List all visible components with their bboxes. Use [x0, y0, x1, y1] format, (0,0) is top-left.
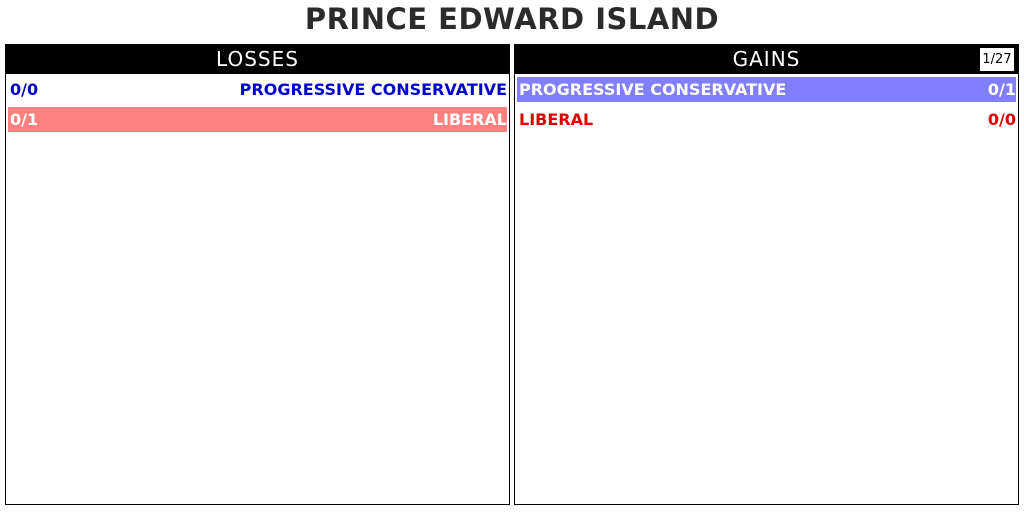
gains-header-label: GAINS [733, 47, 801, 71]
losses-row-party: PROGRESSIVE CONSERVATIVE [240, 77, 507, 102]
page-title: PRINCE EDWARD ISLAND [0, 0, 1024, 40]
losses-row-party: LIBERAL [433, 107, 507, 132]
page-counter: 1/27 [980, 48, 1014, 71]
losses-header: LOSSES [6, 45, 509, 74]
gains-row-party: LIBERAL [519, 107, 593, 132]
losses-panel: LOSSES 0/0 PROGRESSIVE CONSERVATIVE 0/1 … [5, 44, 510, 505]
losses-row-progressive-conservative: 0/0 PROGRESSIVE CONSERVATIVE [8, 77, 507, 102]
gains-row-count: 0/0 [988, 107, 1016, 132]
gains-header: GAINS 1/27 [515, 45, 1018, 74]
gains-row-progressive-conservative: PROGRESSIVE CONSERVATIVE 0/1 [517, 77, 1016, 102]
losses-row-count: 0/0 [10, 77, 38, 102]
gains-row-party: PROGRESSIVE CONSERVATIVE [519, 77, 786, 102]
gains-panel: GAINS 1/27 PROGRESSIVE CONSERVATIVE 0/1 … [514, 44, 1019, 505]
gains-row-count: 0/1 [988, 77, 1016, 102]
losses-row-liberal: 0/1 LIBERAL [8, 107, 507, 132]
gains-row-liberal: LIBERAL 0/0 [517, 107, 1016, 132]
losses-row-count: 0/1 [10, 107, 38, 132]
